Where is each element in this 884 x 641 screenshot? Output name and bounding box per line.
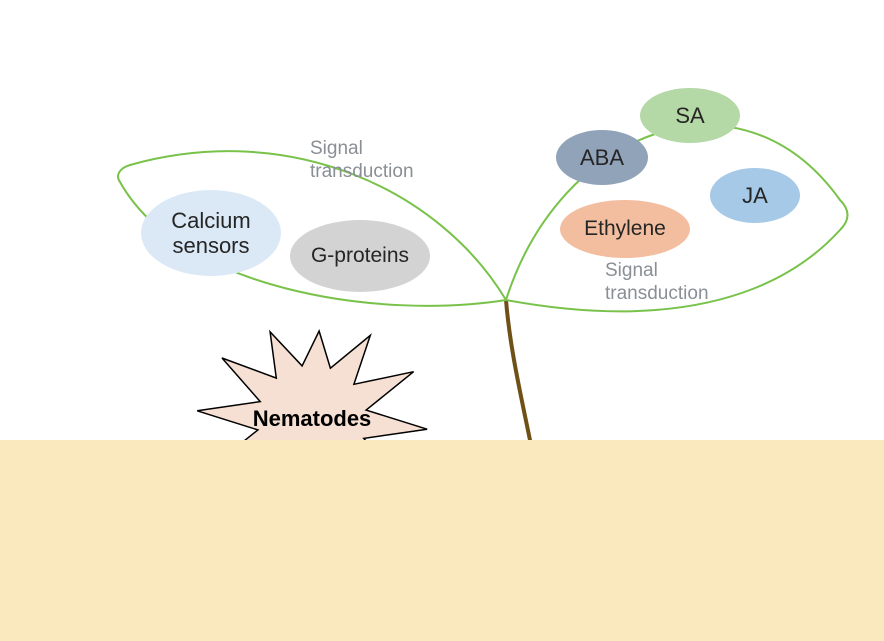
sa-ellipse: SA: [640, 88, 740, 143]
sa-label: SA: [675, 103, 704, 128]
ja-label: JA: [742, 183, 768, 208]
soil-area: [0, 440, 884, 641]
right-signal-annotation: Signaltransduction: [605, 260, 745, 306]
ja-ellipse: JA: [710, 168, 800, 223]
g-proteins-label: G-proteins: [311, 244, 409, 268]
nematodes-label: Nematodes: [232, 406, 392, 432]
diagram-stage: Signaltransduction Signaltransduction Ca…: [0, 0, 884, 641]
calcium-sensors-label: Calciumsensors: [171, 208, 250, 259]
calcium-sensors-ellipse: Calciumsensors: [141, 190, 281, 276]
ethylene-label: Ethylene: [584, 217, 666, 241]
ethylene-ellipse: Ethylene: [560, 200, 690, 258]
aba-ellipse: ABA: [556, 130, 648, 185]
aba-label: ABA: [580, 145, 624, 170]
left-signal-annotation: Signaltransduction: [310, 138, 450, 184]
g-proteins-ellipse: G-proteins: [290, 220, 430, 292]
